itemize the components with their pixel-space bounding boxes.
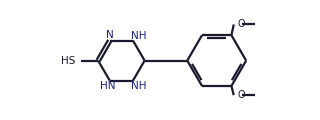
Text: NH: NH (131, 31, 146, 41)
Text: HN: HN (100, 81, 115, 91)
Text: NH: NH (131, 81, 146, 91)
Text: O: O (238, 90, 245, 100)
Text: N: N (106, 30, 114, 40)
Text: HS: HS (60, 56, 75, 66)
Text: O: O (238, 19, 245, 30)
